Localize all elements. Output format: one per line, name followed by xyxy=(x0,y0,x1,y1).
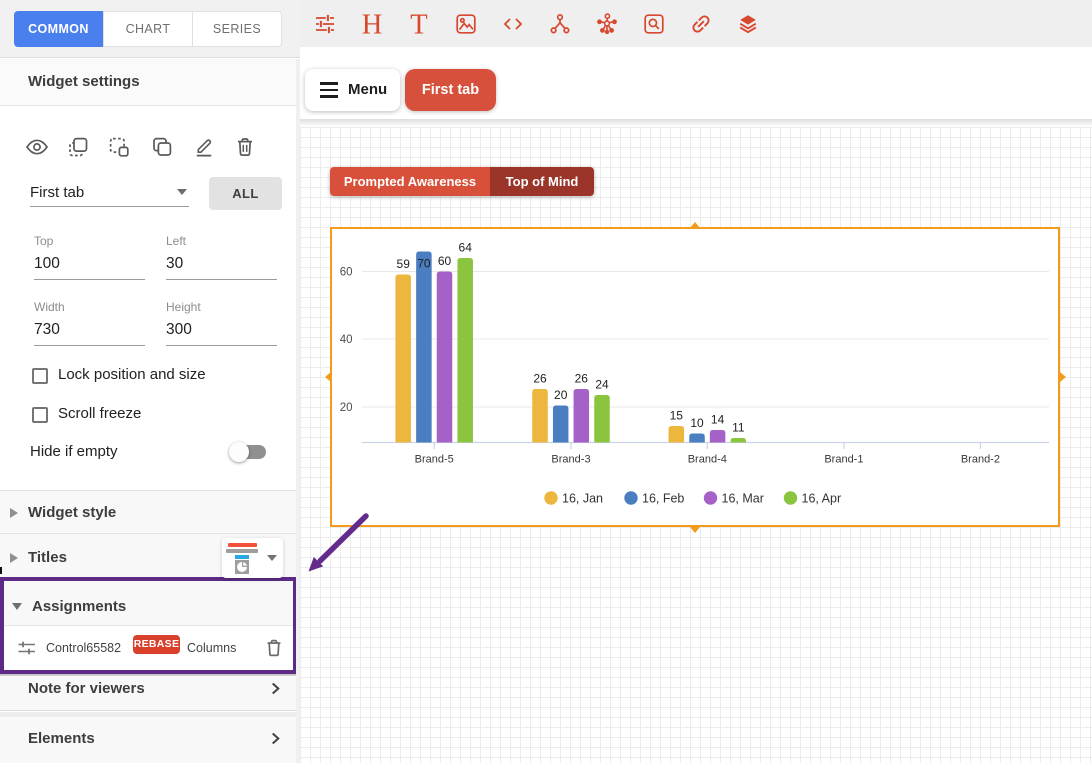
svg-text:15: 15 xyxy=(670,409,684,423)
svg-text:Brand-1: Brand-1 xyxy=(824,454,863,466)
svg-text:10: 10 xyxy=(690,416,704,430)
svg-text:24: 24 xyxy=(595,378,609,392)
svg-text:11: 11 xyxy=(732,421,745,435)
svg-text:26: 26 xyxy=(575,372,589,386)
svg-text:64: 64 xyxy=(459,241,473,255)
svg-text:20: 20 xyxy=(554,388,568,402)
svg-text:40: 40 xyxy=(340,334,353,346)
svg-text:Brand-5: Brand-5 xyxy=(415,454,454,466)
svg-text:16, Mar: 16, Mar xyxy=(722,492,764,506)
svg-text:14: 14 xyxy=(711,413,725,427)
svg-text:Brand-3: Brand-3 xyxy=(551,454,590,466)
svg-text:70: 70 xyxy=(417,257,431,271)
svg-text:H: H xyxy=(362,12,383,36)
svg-text:60: 60 xyxy=(340,267,353,279)
svg-text:59: 59 xyxy=(397,257,411,271)
svg-text:60: 60 xyxy=(438,254,452,268)
svg-text:16, Apr: 16, Apr xyxy=(802,492,842,506)
svg-text:Brand-4: Brand-4 xyxy=(688,454,727,466)
svg-text:Brand-2: Brand-2 xyxy=(961,454,1000,466)
svg-text:T: T xyxy=(410,12,427,36)
svg-text:20: 20 xyxy=(340,402,353,414)
svg-text:16, Feb: 16, Feb xyxy=(642,492,684,506)
svg-text:16, Jan: 16, Jan xyxy=(562,492,603,506)
svg-text:26: 26 xyxy=(533,372,547,386)
